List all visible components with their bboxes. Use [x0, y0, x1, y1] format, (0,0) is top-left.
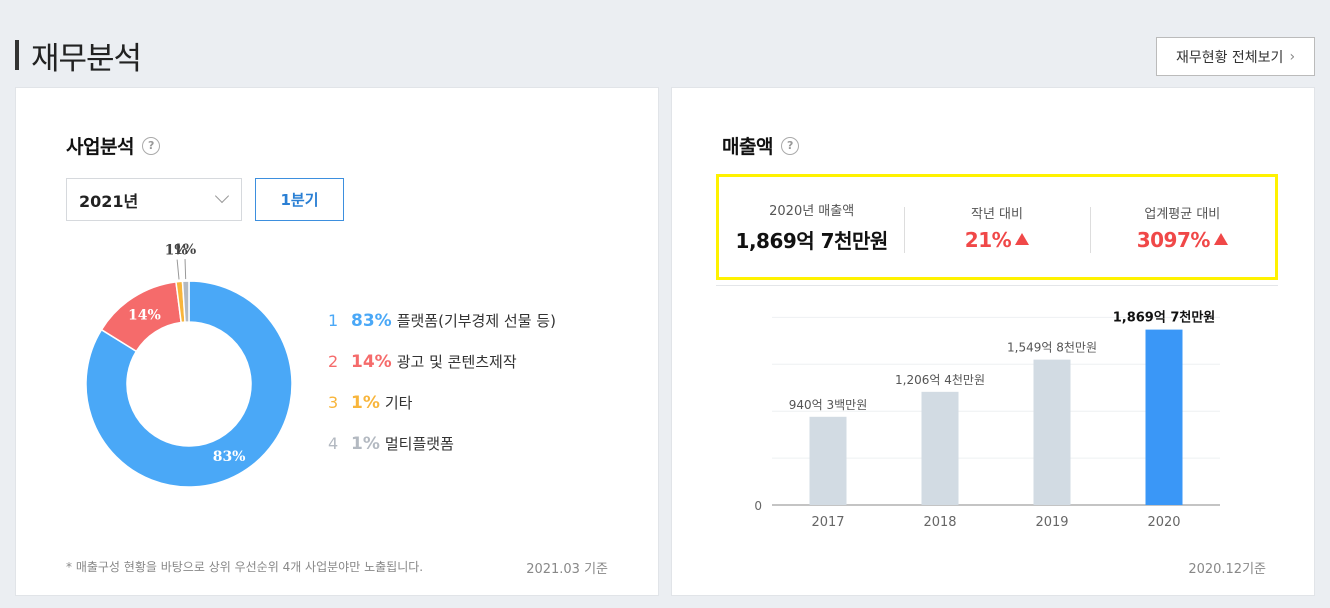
donut-label: 1%: [165, 243, 188, 259]
legend-item: 4 1% 멀티플랫폼: [328, 433, 556, 474]
summary-industry-wrap: 3097%: [1090, 228, 1275, 252]
summary-yoy-value: 21%: [964, 227, 1012, 252]
summary-revenue: 2020년 매출액 1,869억 7천만원: [719, 200, 904, 254]
up-triangle-icon: [1213, 232, 1228, 245]
footnote: * 매출구성 현황을 바탕으로 상위 우선순위 4개 사업분야만 노출됩니다.: [66, 560, 424, 574]
view-all-financials-button[interactable]: 재무현황 전체보기 ›: [1156, 37, 1315, 76]
revenue-bar-chart: 0 940억 3백만원 2017 1,206억 4천만원 2018 1,549억 8천만원…: [754, 310, 1220, 530]
year-select[interactable]: 2021년: [66, 178, 242, 221]
bar: [809, 416, 847, 505]
bar: [1145, 329, 1183, 505]
divider: [716, 285, 1278, 286]
business-legend: 1 83% 플랫폼(기부경제 선물 등) 2 14% 광고 및 콘텐츠제작 3 1% 기타 4 1%…: [328, 310, 556, 474]
x-tick-label: 2020: [1147, 515, 1180, 530]
up-triangle-icon: [1015, 232, 1030, 245]
legend-percent: 1%: [351, 393, 380, 413]
bar-value-label: 940억 3백만원: [789, 398, 868, 412]
quarter-button[interactable]: 1분기: [255, 178, 344, 221]
legend-label: 플랫폼(기부경제 선물 등): [396, 312, 556, 330]
legend-percent: 14%: [351, 352, 392, 372]
donut-label: 83%: [213, 449, 246, 465]
x-tick-label: 2018: [923, 515, 956, 530]
legend-rank: 4: [328, 434, 339, 453]
legend-label: 멀티플랫폼: [384, 435, 454, 453]
page-heading: 재무분석: [31, 40, 142, 77]
legend-percent: 83%: [351, 311, 392, 331]
bar: [1033, 359, 1071, 505]
x-tick-label: 2017: [811, 515, 844, 530]
bar-value-label: 1,206억 4천만원: [895, 372, 985, 387]
y-tick-label: 0: [754, 499, 762, 513]
legend-label: 광고 및 콘텐츠제작: [396, 353, 517, 371]
summary-industry-value: 3097%: [1136, 227, 1211, 252]
donut-leader-line: [184, 259, 187, 280]
revenue-title: 매출액 ?: [722, 132, 799, 159]
x-tick-label: 2019: [1035, 515, 1068, 530]
business-analysis-title: 사업분석 ?: [66, 132, 160, 159]
legend-percent: 1%: [351, 434, 380, 454]
donut-label: 1%: [173, 242, 196, 258]
bar-value-label: 1,869억 7천만원: [1113, 310, 1216, 326]
legend-item: 1 83% 플랫폼(기부경제 선물 등): [328, 310, 556, 351]
legend-rank: 2: [328, 352, 339, 371]
bar: [921, 391, 959, 505]
summary-yoy-wrap: 21%: [904, 228, 1089, 252]
legend-rank: 3: [328, 393, 339, 412]
legend-rank: 1: [328, 311, 339, 330]
title-bar-decoration: [15, 40, 19, 70]
revenue-card: 매출액 ? 2020년 매출액 1,869억 7천만원 작년 대비 21% 업계…: [671, 87, 1315, 596]
donut-slice: [85, 280, 293, 488]
legend-item: 3 1% 기타: [328, 392, 556, 433]
summary-yoy-label: 작년 대비: [971, 206, 1023, 222]
summary-revenue-label: 2020년 매출액: [769, 204, 855, 219]
business-analysis-card: 사업분석 ? 2021년 1분기 83% 14% 1% 1% 1 83% 플랫폼(기부경제…: [15, 87, 659, 596]
year-select-value: 2021년: [79, 191, 139, 211]
summary-industry-label: 업계평균 대비: [1144, 206, 1221, 222]
bar-value-label: 1,549억 8천만원: [1007, 340, 1097, 355]
donut-slice: [181, 280, 190, 323]
view-all-label: 재무현황 전체보기: [1175, 49, 1284, 66]
summary-yoy: 작년 대비 21%: [904, 203, 1089, 253]
business-donut-chart: 83% 14% 1%1%: [85, 242, 293, 488]
summary-industry: 업계평균 대비 3097%: [1089, 203, 1275, 253]
chevron-right-icon: ›: [1289, 48, 1296, 65]
legend-item: 2 14% 광고 및 콘텐츠제작: [328, 351, 556, 392]
help-icon[interactable]: ?: [780, 136, 799, 155]
legend-label: 기타: [384, 394, 413, 412]
revenue-summary: 2020년 매출액 1,869억 7천만원 작년 대비 21% 업계평균 대비 …: [716, 174, 1278, 280]
revenue-title-text: 매출액: [722, 136, 773, 158]
donut-label: 14%: [128, 308, 161, 324]
revenue-basis-date: 2020.12기준: [1188, 562, 1266, 577]
business-basis-date: 2021.03 기준: [526, 562, 608, 577]
chevron-down-icon: [214, 188, 230, 204]
help-icon[interactable]: ?: [141, 136, 160, 155]
donut-leader-line: [176, 259, 180, 280]
page-title: 재무분석: [15, 36, 142, 77]
business-title-text: 사업분석: [66, 136, 134, 158]
summary-revenue-value: 1,869억 7천만원: [735, 229, 889, 253]
